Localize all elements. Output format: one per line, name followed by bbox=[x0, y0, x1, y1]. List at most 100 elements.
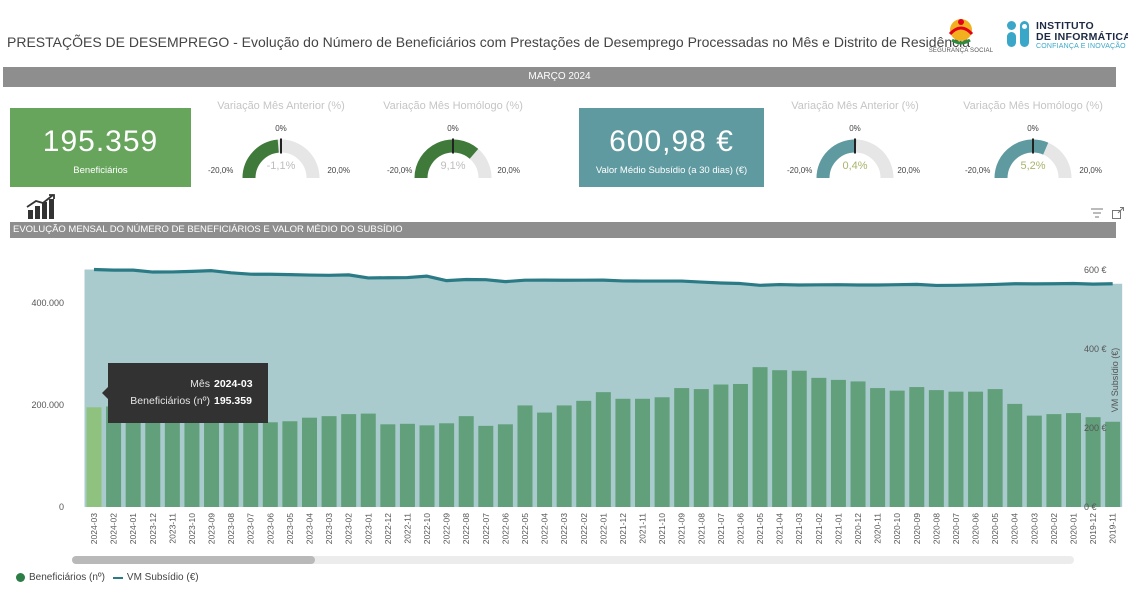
bar-beneficiarios-2020-02[interactable] bbox=[1046, 414, 1062, 507]
y-right-axis-title: VM Subsídio (€) bbox=[1110, 348, 1120, 413]
tooltip-value: 2024-03 bbox=[214, 378, 253, 390]
bar-beneficiarios-2021-04[interactable] bbox=[772, 370, 788, 507]
x-tick-label: 2020-12 bbox=[853, 513, 863, 544]
focus-mode-icon[interactable] bbox=[1112, 207, 1124, 219]
x-tick-label: 2020-03 bbox=[1029, 513, 1039, 544]
x-tick-label: 2021-05 bbox=[755, 513, 765, 544]
x-tick-label: 2023-04 bbox=[304, 513, 314, 544]
seguranca-social-caption: SEGURANÇA SOCIAL bbox=[928, 48, 994, 54]
bar-beneficiarios-2021-11[interactable] bbox=[635, 398, 651, 507]
bar-beneficiarios-2023-06[interactable] bbox=[262, 422, 278, 507]
chart-scrollbar-track[interactable] bbox=[72, 556, 1074, 564]
bar-beneficiarios-2021-05[interactable] bbox=[752, 367, 768, 507]
x-tick-label: 2021-06 bbox=[735, 513, 745, 544]
bar-beneficiarios-2020-10[interactable] bbox=[889, 390, 905, 507]
x-tick-label: 2020-07 bbox=[951, 513, 961, 544]
bar-beneficiarios-2023-12[interactable] bbox=[145, 413, 161, 507]
x-tick-label: 2023-09 bbox=[207, 513, 217, 544]
gauge-arc bbox=[414, 138, 492, 179]
gauge-arc bbox=[994, 138, 1072, 179]
bar-beneficiarios-2022-02[interactable] bbox=[576, 400, 592, 507]
bar-beneficiarios-2022-03[interactable] bbox=[556, 405, 572, 507]
bar-beneficiarios-2020-07[interactable] bbox=[948, 391, 964, 507]
chart-tooltip: Mês 2024-03 Beneficiários (nº) 195.359 bbox=[102, 363, 268, 423]
bar-beneficiarios-2022-01[interactable] bbox=[595, 392, 611, 507]
bar-beneficiarios-2020-03[interactable] bbox=[1026, 415, 1042, 507]
bar-beneficiarios-2021-07[interactable] bbox=[713, 384, 729, 508]
y-right-tick-label: 200 € bbox=[1084, 423, 1107, 433]
bar-beneficiarios-2022-05[interactable] bbox=[517, 405, 533, 507]
bar-beneficiarios-2020-08[interactable] bbox=[928, 390, 944, 507]
bar-beneficiarios-2022-12[interactable] bbox=[380, 424, 396, 507]
bar-beneficiarios-2021-01[interactable] bbox=[830, 379, 846, 507]
gauge-variacao-mes-homologo-valor-medio[interactable]: Variação Mês Homólogo (%) 0% -20,0% 20,0… bbox=[948, 100, 1118, 190]
bar-beneficiarios-2021-06[interactable] bbox=[732, 383, 748, 507]
legend-vm-label: VM Subsídio (€) bbox=[126, 572, 199, 583]
bar-beneficiarios-2020-01[interactable] bbox=[1066, 413, 1081, 507]
tooltip-key: Mês bbox=[190, 378, 210, 390]
gauge-title: Variação Mês Homólogo (%) bbox=[963, 100, 1103, 112]
bar-beneficiarios-2023-04[interactable] bbox=[301, 417, 317, 507]
bar-beneficiarios-2024-02[interactable] bbox=[106, 406, 122, 507]
bar-beneficiarios-2023-09[interactable] bbox=[204, 416, 220, 507]
bar-beneficiarios-2022-10[interactable] bbox=[419, 425, 435, 507]
bar-beneficiarios-2021-09[interactable] bbox=[674, 388, 690, 507]
bar-beneficiarios-2021-10[interactable] bbox=[654, 397, 670, 507]
bar-beneficiarios-2022-11[interactable] bbox=[399, 423, 415, 507]
x-tick-label: 2021-03 bbox=[794, 513, 804, 544]
gauge-value-label: -1,1% bbox=[266, 160, 296, 172]
bar-beneficiarios-2023-07[interactable] bbox=[243, 420, 259, 507]
bar-beneficiarios-2020-06[interactable] bbox=[968, 391, 984, 507]
y-right-tick-label: 600 € bbox=[1084, 265, 1107, 275]
filter-icon[interactable] bbox=[1091, 208, 1103, 218]
x-tick-label: 2020-06 bbox=[971, 513, 981, 544]
bar-beneficiarios-2021-03[interactable] bbox=[791, 370, 807, 507]
x-tick-label: 2020-01 bbox=[1069, 513, 1079, 544]
bar-beneficiarios-2020-12[interactable] bbox=[850, 381, 866, 507]
bar-beneficiarios-2023-05[interactable] bbox=[282, 421, 298, 507]
bar-beneficiarios-2021-12[interactable] bbox=[615, 398, 631, 507]
y-left-tick-label: 200.000 bbox=[31, 400, 64, 410]
gauge-fill bbox=[242, 139, 280, 179]
gauge-min-label: -20,0% bbox=[208, 166, 234, 175]
gauge-variacao-mes-homologo-beneficiarios[interactable]: Variação Mês Homólogo (%) 0% -20,0% 20,0… bbox=[368, 100, 538, 190]
instituto-informatica-logo: INSTITUTO DE INFORMÁTICA CONFIANÇA E INO… bbox=[1006, 18, 1128, 58]
x-tick-label: 2021-11 bbox=[638, 513, 648, 544]
bar-beneficiarios-2024-01[interactable] bbox=[125, 410, 141, 507]
gauge-variacao-mes-anterior-valor-medio[interactable]: Variação Mês Anterior (%) 0% -20,0% 20,0… bbox=[770, 100, 940, 190]
x-tick-label: 2023-07 bbox=[246, 513, 256, 544]
bar-beneficiarios-2022-09[interactable] bbox=[439, 423, 455, 507]
bar-beneficiarios-2021-08[interactable] bbox=[693, 389, 709, 507]
bar-beneficiarios-2023-02[interactable] bbox=[341, 414, 357, 507]
x-tick-label: 2019-12 bbox=[1088, 513, 1098, 544]
bar-beneficiarios-2022-08[interactable] bbox=[458, 416, 474, 507]
bar-beneficiarios-2024-03[interactable] bbox=[86, 407, 102, 507]
combo-chart[interactable]: 0 200.000 400.000 0 € 200 € 400 € 600 € VM Subs… bbox=[0, 240, 1128, 552]
bar-beneficiarios-2023-10[interactable] bbox=[184, 415, 200, 507]
bar-beneficiarios-2020-04[interactable] bbox=[1007, 403, 1023, 507]
bar-beneficiarios-2020-05[interactable] bbox=[987, 389, 1003, 507]
gauge-max-label: 20,0% bbox=[497, 166, 520, 175]
bar-beneficiarios-2023-11[interactable] bbox=[164, 414, 180, 507]
chart-scrollbar-thumb[interactable] bbox=[72, 556, 315, 564]
bar-beneficiarios-2020-09[interactable] bbox=[909, 387, 925, 507]
bar-beneficiarios-2019-12[interactable] bbox=[1085, 417, 1101, 507]
bar-beneficiarios-2019-11[interactable] bbox=[1105, 421, 1121, 507]
bar-beneficiarios-2022-07[interactable] bbox=[478, 425, 494, 507]
bar-beneficiarios-2022-04[interactable] bbox=[537, 412, 553, 507]
bar-beneficiarios-2023-03[interactable] bbox=[321, 416, 337, 507]
kpi-beneficiarios[interactable]: 195.359 Beneficiários bbox=[10, 108, 191, 187]
vm-subsidio-line[interactable] bbox=[93, 267, 1113, 288]
gauge-fill bbox=[994, 139, 1049, 179]
gauge-fill bbox=[414, 139, 479, 179]
bar-beneficiarios-2020-11[interactable] bbox=[870, 388, 886, 507]
x-tick-label: 2023-10 bbox=[187, 513, 197, 544]
legend-vm-swatch bbox=[112, 576, 123, 579]
bar-beneficiarios-2023-01[interactable] bbox=[360, 413, 376, 507]
bar-beneficiarios-2022-06[interactable] bbox=[497, 424, 513, 507]
bar-beneficiarios-2021-02[interactable] bbox=[811, 377, 827, 507]
kpi-valor-medio[interactable]: 600,98 € Valor Médio Subsídio (a 30 dias… bbox=[579, 108, 764, 187]
gauge-max-label: 20,0% bbox=[327, 166, 350, 175]
gauge-variacao-mes-anterior-beneficiarios[interactable]: Variação Mês Anterior (%) 0% -20,0% 20,0… bbox=[196, 100, 366, 190]
bar-beneficiarios-2023-08[interactable] bbox=[223, 419, 239, 507]
